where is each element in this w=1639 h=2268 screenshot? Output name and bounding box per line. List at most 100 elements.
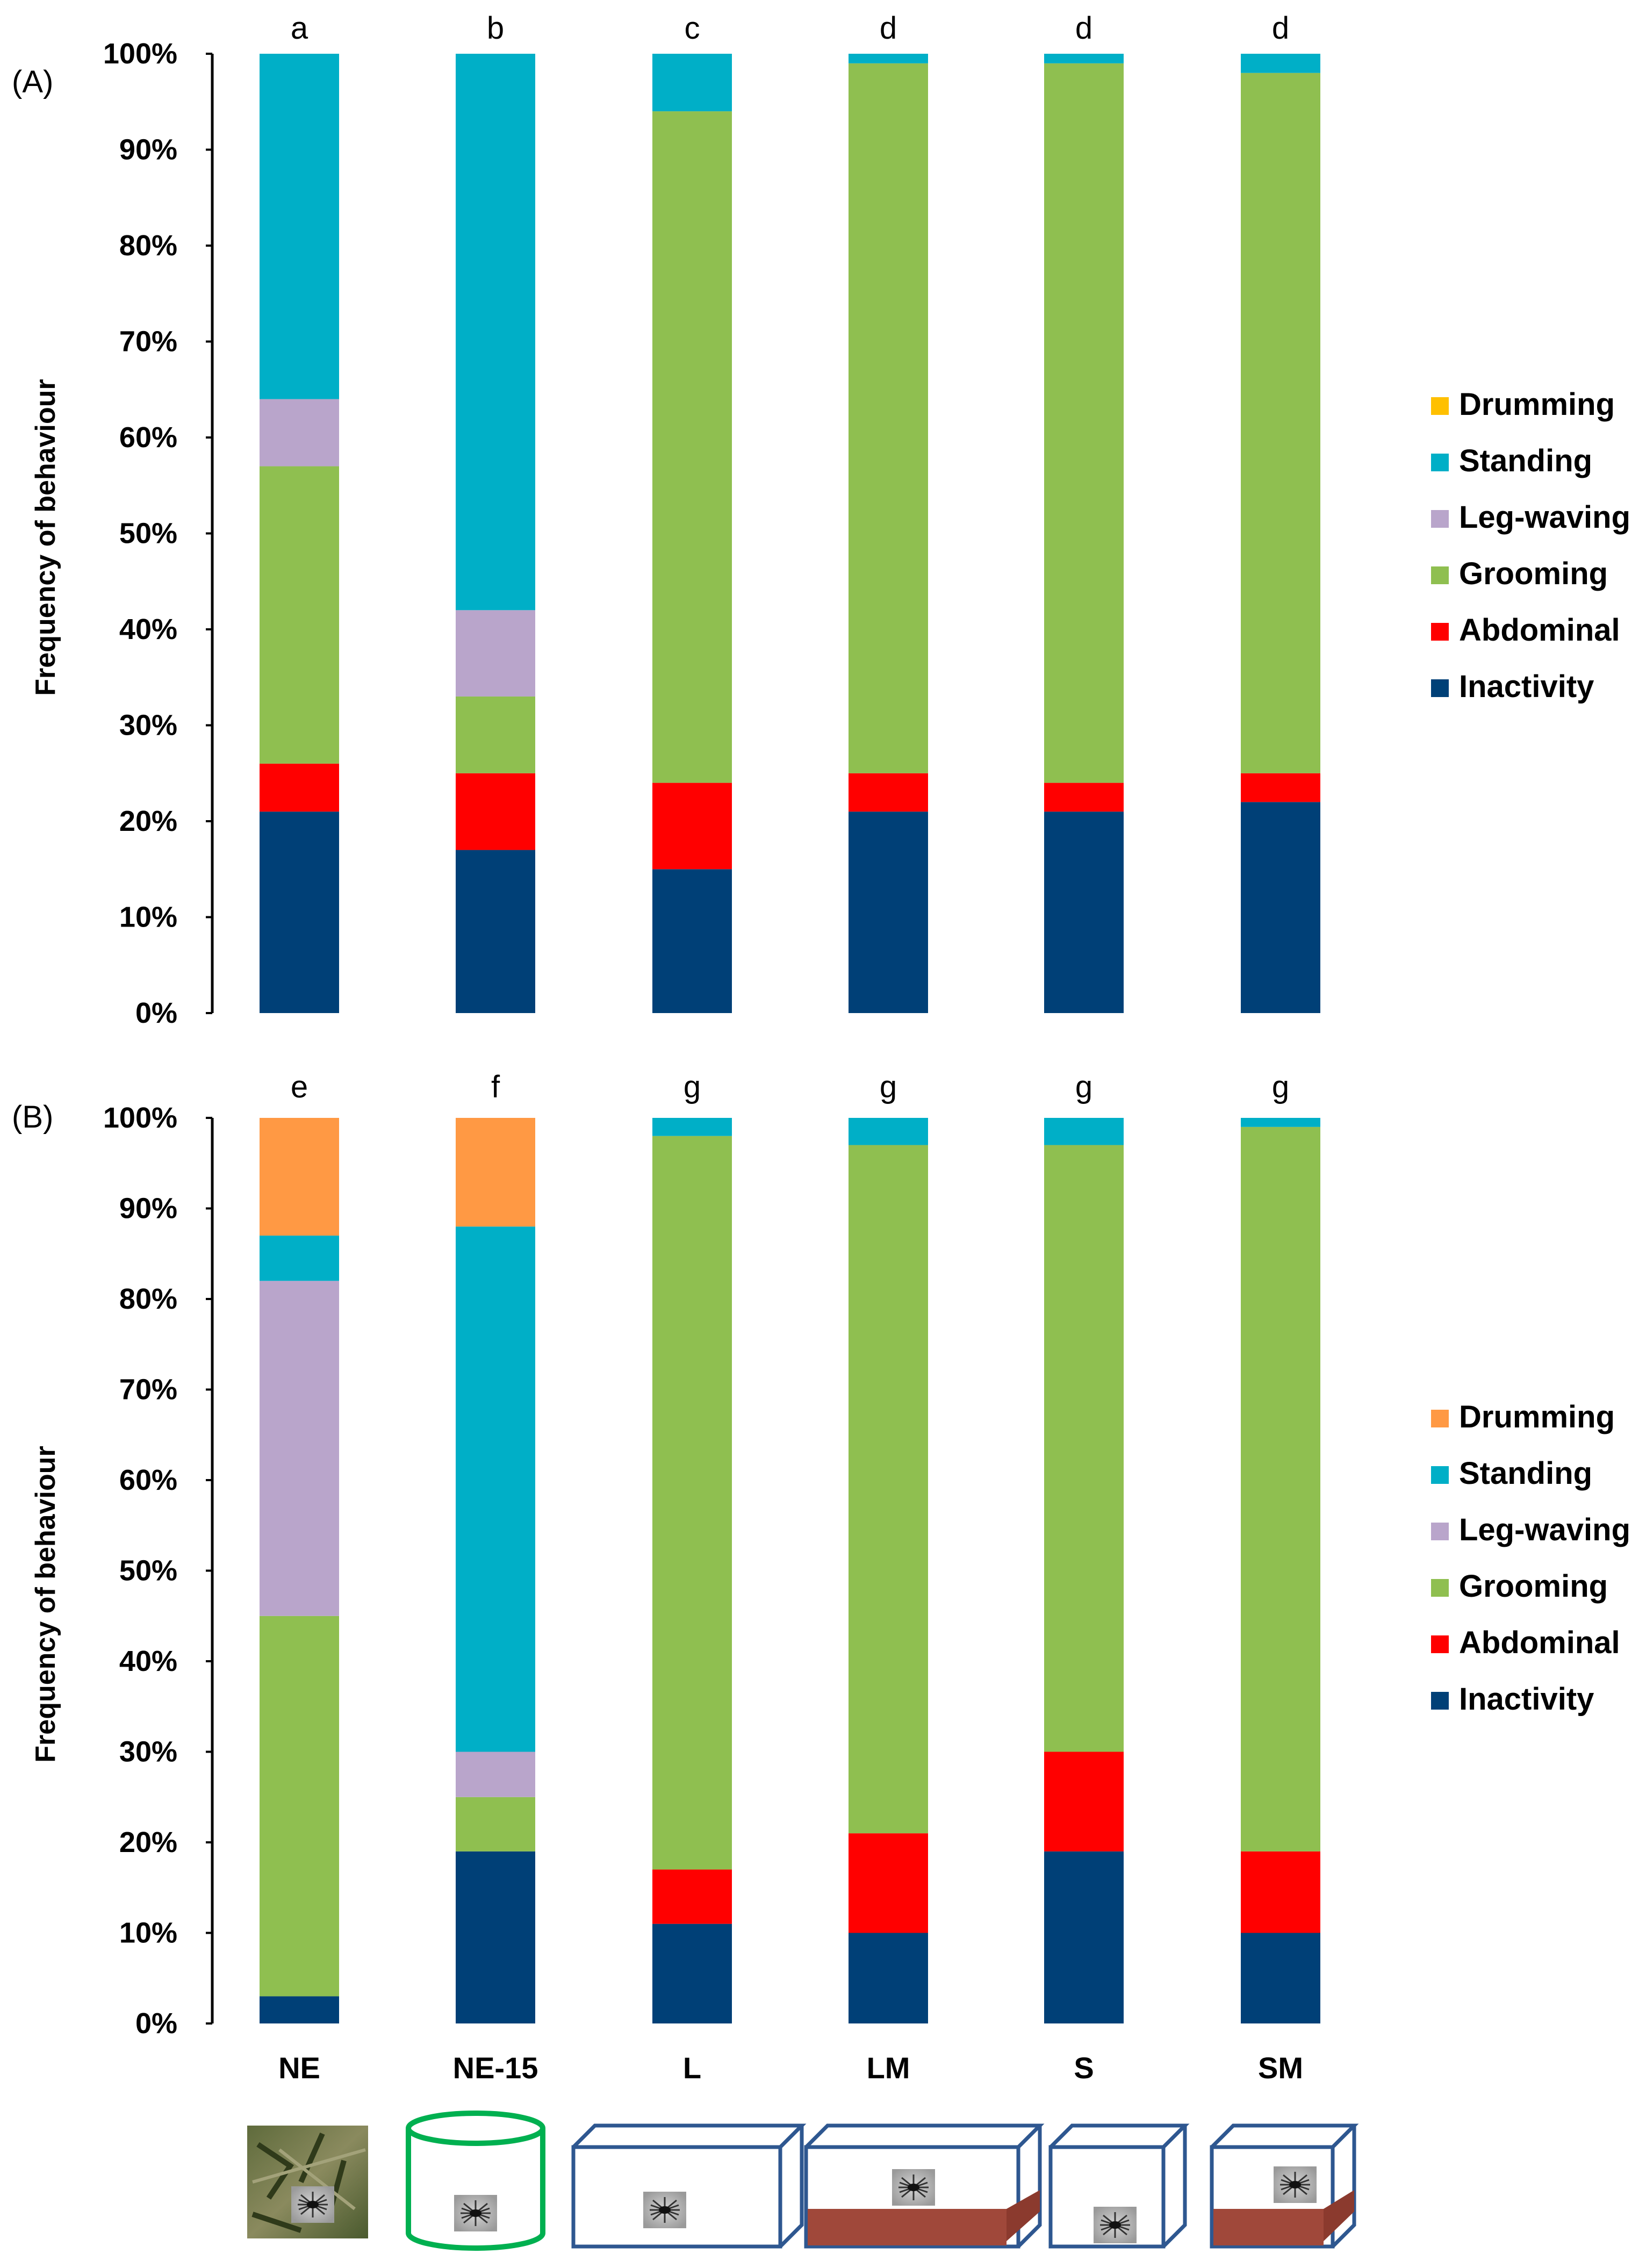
bar-segment-grooming-ne (260, 466, 339, 764)
y-tick-label: 20% (119, 805, 177, 837)
bar-segment-grooming-l (652, 1136, 732, 1870)
bar-segment-standing-lm (849, 1118, 928, 1145)
bar-segment-inactivity-ne-15 (456, 850, 535, 1013)
bar-segment-inactivity-lm (849, 812, 928, 1013)
legend-swatch-drumming (1431, 397, 1449, 415)
category-label: L (683, 2051, 701, 2085)
box-arena-with-moss-icon (804, 2123, 1045, 2249)
panel-a-legend: Drumming Standing Leg-waving Grooming Abdomi… (1431, 387, 1630, 704)
legend-swatch-abdominal (1431, 623, 1449, 641)
y-tick-label: 50% (119, 518, 177, 550)
bar-segment-grooming-l (652, 111, 732, 783)
small-box-arena-icon (1048, 2123, 1190, 2249)
significance-letter: d (1272, 11, 1289, 46)
legend-label-inactivity: Inactivity (1459, 669, 1594, 704)
panel-b-label: (B) (12, 1100, 53, 1135)
category-label: NE (278, 2051, 320, 2085)
legend-swatch-leg-waving (1431, 1523, 1449, 1540)
bar-segment-leg-waving-ne-15 (456, 610, 535, 697)
bar-segment-inactivity-s (1044, 812, 1124, 1013)
category-label: S (1074, 2051, 1094, 2085)
y-tick-label: 70% (119, 326, 177, 358)
legend-label-abdominal: Abdominal (1459, 613, 1620, 648)
bar-segment-leg-waving-ne (260, 1281, 339, 1616)
category-label: NE-15 (453, 2051, 538, 2085)
bar-segment-grooming-lm (849, 63, 928, 773)
category-label: LM (867, 2051, 910, 2085)
bar-segment-abdominal-s (1044, 783, 1124, 812)
bar-segment-abdominal-l (652, 1869, 732, 1924)
y-tick-label: 90% (119, 1193, 177, 1225)
significance-letter: g (684, 1070, 701, 1104)
legend-label-abdominal: Abdominal (1459, 1625, 1620, 1660)
bar-segment-standing-ne (260, 1236, 339, 1281)
bar-segment-abdominal-s (1044, 1752, 1124, 1851)
arena-icons-row (247, 2111, 1359, 2251)
y-tick-label: 80% (119, 1283, 177, 1315)
legend-swatch-drumming (1431, 1410, 1449, 1427)
bar-segment-grooming-s (1044, 1145, 1124, 1752)
bar-segment-abdominal-l (652, 783, 732, 870)
legend-swatch-inactivity (1431, 1692, 1449, 1710)
y-tick-label: 100% (103, 38, 177, 70)
legend-swatch-standing (1431, 1466, 1449, 1484)
significance-letter: b (487, 11, 504, 46)
significance-letter: d (880, 11, 897, 46)
panel-a-label: (A) (12, 64, 53, 99)
bar-segment-inactivity-l (652, 1924, 732, 2023)
cylinder-arena-icon (406, 2111, 545, 2251)
y-tick-label: 60% (119, 1464, 177, 1496)
panel-b-y-axis-label: Frequency of behaviour (30, 1446, 61, 1762)
legend-label-drumming: Drumming (1459, 387, 1615, 422)
significance-letter: c (685, 11, 700, 46)
bar-segment-grooming-ne (260, 1616, 339, 1997)
y-tick-label: 40% (119, 613, 177, 645)
significance-letter: g (1075, 1070, 1092, 1104)
box-arena-icon (571, 2123, 807, 2249)
bar-segment-inactivity-sm (1241, 1933, 1320, 2023)
y-tick-label: 20% (119, 1826, 177, 1858)
bar-segment-leg-waving-ne (260, 399, 339, 466)
y-tick-label: 40% (119, 1645, 177, 1677)
panel-b-bars (260, 1118, 1320, 2023)
bar-segment-standing-ne (260, 54, 339, 399)
bar-segment-inactivity-lm (849, 1933, 928, 2023)
legend-label-grooming: Grooming (1459, 556, 1608, 591)
significance-letter: g (880, 1070, 897, 1104)
significance-letter: e (291, 1070, 308, 1104)
bar-segment-abdominal-lm (849, 1833, 928, 1933)
bar-segment-grooming-sm (1241, 73, 1320, 773)
bar-segment-standing-l (652, 1118, 732, 1136)
y-tick-label: 10% (119, 1917, 177, 1949)
y-tick-label: 0% (135, 997, 177, 1029)
significance-letter: d (1075, 11, 1092, 46)
bar-segment-drumming-ne (260, 1118, 339, 1236)
y-tick-label: 10% (119, 901, 177, 934)
bar-segment-abdominal-sm (1241, 773, 1320, 802)
bar-segment-standing-lm (849, 54, 928, 63)
legend-label-standing: Standing (1459, 443, 1592, 478)
panel-b-category-labels: NE NE-15 L LM S SM (278, 2051, 1303, 2085)
bar-segment-grooming-s (1044, 63, 1124, 783)
bar-segment-inactivity-l (652, 869, 732, 1013)
small-box-arena-with-moss-icon (1210, 2123, 1359, 2249)
bar-segment-inactivity-s (1044, 1851, 1124, 2023)
panel-a-y-axis-label: Frequency of behaviour (30, 379, 61, 695)
bar-segment-abdominal-ne (260, 763, 339, 812)
bar-segment-standing-s (1044, 54, 1124, 63)
bar-segment-standing-sm (1241, 1118, 1320, 1127)
legend-swatch-grooming (1431, 566, 1449, 584)
y-tick-label: 50% (119, 1555, 177, 1587)
legend-label-leg-waving: Leg-waving (1459, 500, 1630, 535)
significance-letter: a (291, 11, 308, 46)
bar-segment-abdominal-lm (849, 773, 928, 812)
legend-swatch-standing (1431, 454, 1449, 471)
bar-segment-standing-ne-15 (456, 1226, 535, 1752)
bar-segment-standing-ne-15 (456, 54, 535, 611)
bar-segment-grooming-ne-15 (456, 1797, 535, 1851)
legend-swatch-abdominal (1431, 1635, 1449, 1653)
y-tick-label: 100% (103, 1102, 177, 1134)
